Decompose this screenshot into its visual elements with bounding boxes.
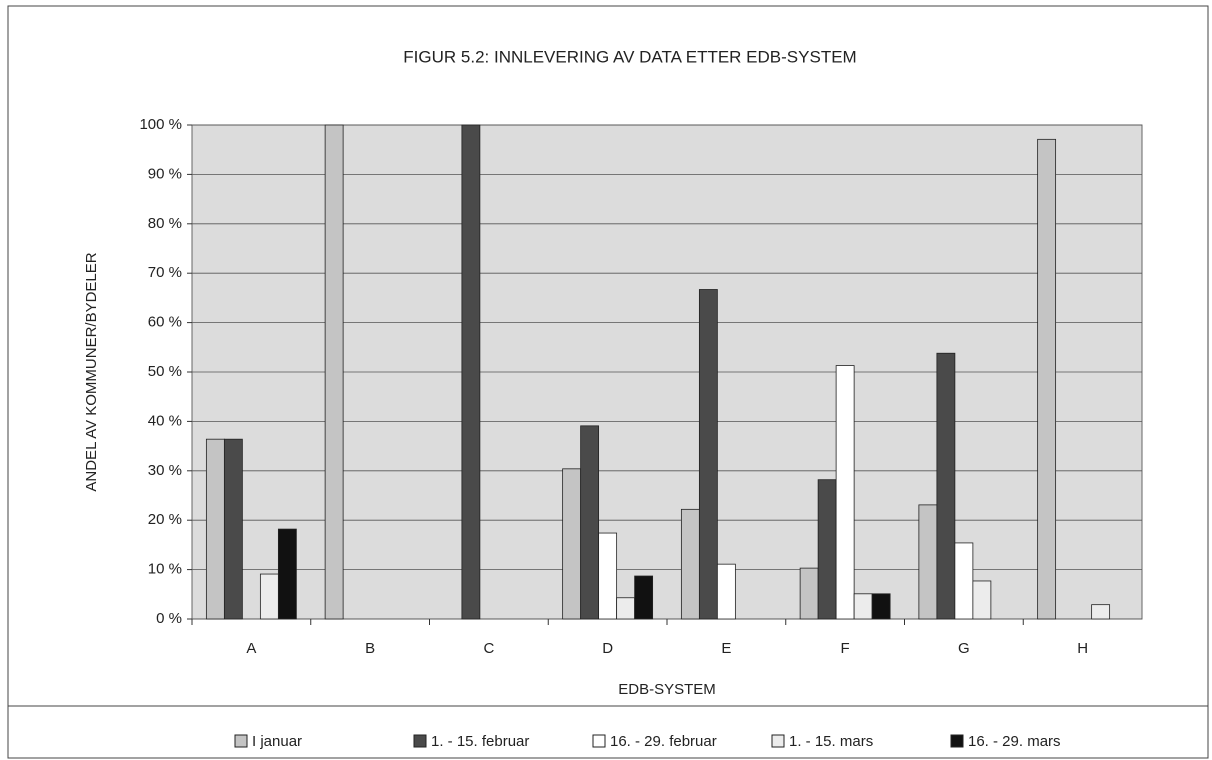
y-tick-label: 60 % [148,314,182,331]
y-tick-label: 30 % [148,462,182,479]
bar [634,575,654,620]
bar [799,567,819,620]
bar [954,542,974,620]
y-tick-label: 70 % [148,264,182,281]
legend-swatch [771,734,785,748]
bar [853,593,873,620]
bar [324,124,344,620]
x-tick-label: F [841,640,850,657]
bar [1037,138,1057,620]
legend-swatch [234,734,248,748]
y-axis-label: ANDEL AV KOMMUNER/BYDELER [83,252,100,491]
y-tick-label: 80 % [148,215,182,232]
bar [918,504,938,620]
bar [972,580,992,620]
bar [616,597,636,620]
x-tick-label: D [602,640,613,657]
bar [205,438,225,620]
y-tick-label: 40 % [148,412,182,429]
legend-label: 16. - 29. mars [968,733,1061,750]
legend-swatch [950,734,964,748]
bar [716,563,736,620]
bar [259,573,279,620]
bar [936,352,956,620]
legend-swatch [592,734,606,748]
bar [871,593,891,620]
y-tick-label: 50 % [148,363,182,380]
bar [1091,604,1111,620]
y-tick-label: 20 % [148,511,182,528]
y-tick-label: 90 % [148,165,182,182]
x-tick-label: A [246,640,256,657]
x-axis-label: EDB-SYSTEM [618,681,716,698]
bar [698,289,718,620]
chart-title: FIGUR 5.2: INNLEVERING AV DATA ETTER EDB… [403,47,856,66]
y-tick-label: 10 % [148,561,182,578]
legend-label: 1. - 15. mars [789,733,873,750]
bar [562,468,582,620]
legend-swatch [413,734,427,748]
x-tick-label: G [958,640,970,657]
bar [277,528,297,620]
bar [598,532,618,620]
x-tick-label: B [365,640,375,657]
legend-label: 1. - 15. februar [431,733,529,750]
bar [835,365,855,620]
x-tick-label: H [1077,640,1088,657]
bar [461,124,481,620]
y-tick-label: 0 % [156,610,182,627]
bar [223,438,243,620]
bar [580,425,600,620]
bar [680,508,700,620]
x-tick-label: E [721,640,731,657]
legend-label: 16. - 29. februar [610,733,717,750]
legend-box [7,705,1209,759]
x-tick-label: C [483,640,494,657]
bar [817,479,837,620]
y-tick-label: 100 % [139,116,182,133]
legend-label: I januar [252,733,302,750]
